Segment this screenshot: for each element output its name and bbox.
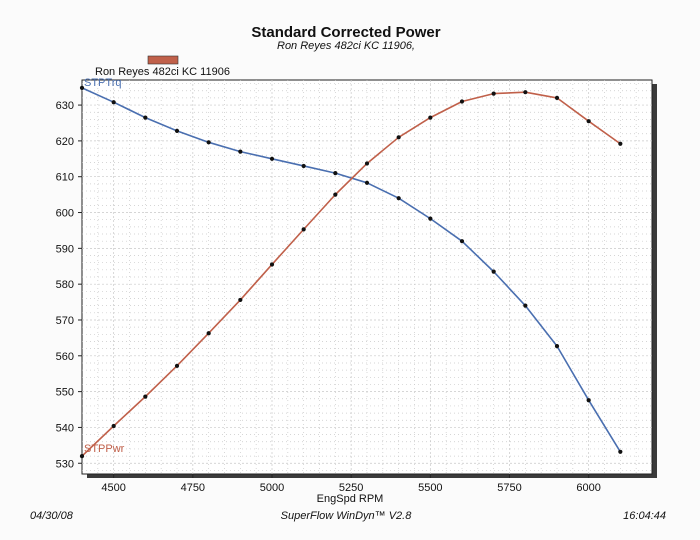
data-point-stppwr — [111, 423, 116, 429]
y-tick-label: 590 — [56, 243, 74, 255]
legend-label: Ron Reyes 482ci KC 11906 — [95, 66, 230, 78]
data-point-stppwr — [491, 91, 496, 96]
data-point-stptrq — [396, 196, 401, 201]
data-point-stptrq — [333, 171, 338, 176]
data-point-stppwr — [301, 227, 306, 232]
chart-subtitle: Ron Reyes 482ci KC 11906, — [277, 40, 415, 52]
data-point-stptrq — [174, 128, 180, 133]
data-point-stppwr — [333, 192, 338, 197]
data-point-stptrq — [491, 269, 496, 274]
legend-swatch — [147, 55, 179, 65]
x-axis-label: EngSpd RPM — [317, 493, 384, 505]
data-point-stppwr — [523, 90, 528, 95]
data-point-stppwr — [79, 453, 85, 459]
y-tick-label: 600 — [56, 208, 74, 220]
data-point-stppwr — [586, 119, 591, 124]
data-point-stptrq — [79, 85, 85, 90]
data-point-stppwr — [269, 262, 275, 267]
y-tick-label: 610 — [56, 172, 74, 184]
data-point-stptrq — [618, 449, 623, 454]
data-point-stptrq — [364, 180, 370, 185]
data-point-stptrq — [586, 398, 591, 403]
data-point-stppwr — [364, 161, 370, 166]
footer-time: 16:04:44 — [623, 510, 666, 522]
x-tick-label: 6000 — [576, 482, 600, 494]
grid-lines — [82, 80, 652, 474]
series-label-stptrq: STPTrq — [84, 77, 122, 89]
x-axis-ticks: 4500 4750 5000 5250 5500 5750 6000 — [101, 474, 601, 494]
y-tick-label: 540 — [56, 422, 74, 434]
data-point-stptrq — [301, 163, 306, 169]
x-tick-label: 5750 — [497, 482, 521, 494]
series-layer: STPTrq STPPwr — [79, 77, 623, 459]
x-tick-label: 5000 — [260, 482, 284, 494]
data-point-stppwr — [206, 331, 211, 336]
data-point-stppwr — [459, 99, 465, 104]
data-point-stppwr — [554, 95, 560, 101]
data-point-stptrq — [238, 149, 243, 154]
x-tick-label: 5500 — [418, 482, 442, 494]
data-point-stptrq — [459, 239, 465, 244]
data-point-stppwr — [238, 297, 243, 303]
y-axis-ticks: 530 540 550 560 570 580 590 600 610 620 630 — [56, 100, 82, 470]
x-tick-label: 4750 — [181, 482, 205, 494]
data-point-stptrq — [206, 140, 211, 145]
data-point-stptrq — [428, 216, 433, 221]
x-tick-label: 4500 — [101, 482, 125, 494]
chart-title: Standard Corrected Power — [251, 24, 440, 41]
data-point-stppwr — [396, 135, 401, 140]
data-point-stptrq — [143, 115, 148, 120]
y-tick-label: 550 — [56, 387, 74, 399]
y-tick-label: 530 — [56, 458, 74, 470]
data-point-stppwr — [143, 394, 148, 399]
data-point-stptrq — [523, 303, 528, 308]
data-point-stppwr — [618, 141, 623, 146]
y-tick-label: 560 — [56, 351, 74, 363]
y-tick-label: 580 — [56, 279, 74, 291]
data-point-stptrq — [269, 156, 275, 161]
y-tick-label: 570 — [56, 315, 74, 327]
series-line-stppwr — [81, 91, 621, 457]
series-label-stppwr: STPPwr — [84, 443, 125, 455]
footer-software: SuperFlow WinDyn™ V2.8 — [281, 510, 413, 522]
data-point-stptrq — [111, 100, 116, 105]
x-tick-label: 5250 — [339, 482, 363, 494]
y-tick-label: 620 — [56, 136, 74, 148]
data-point-stppwr — [428, 115, 433, 120]
footer-date: 04/30/08 — [30, 510, 74, 522]
data-point-stptrq — [554, 344, 560, 349]
y-tick-label: 630 — [56, 100, 74, 112]
data-point-stppwr — [174, 363, 180, 368]
